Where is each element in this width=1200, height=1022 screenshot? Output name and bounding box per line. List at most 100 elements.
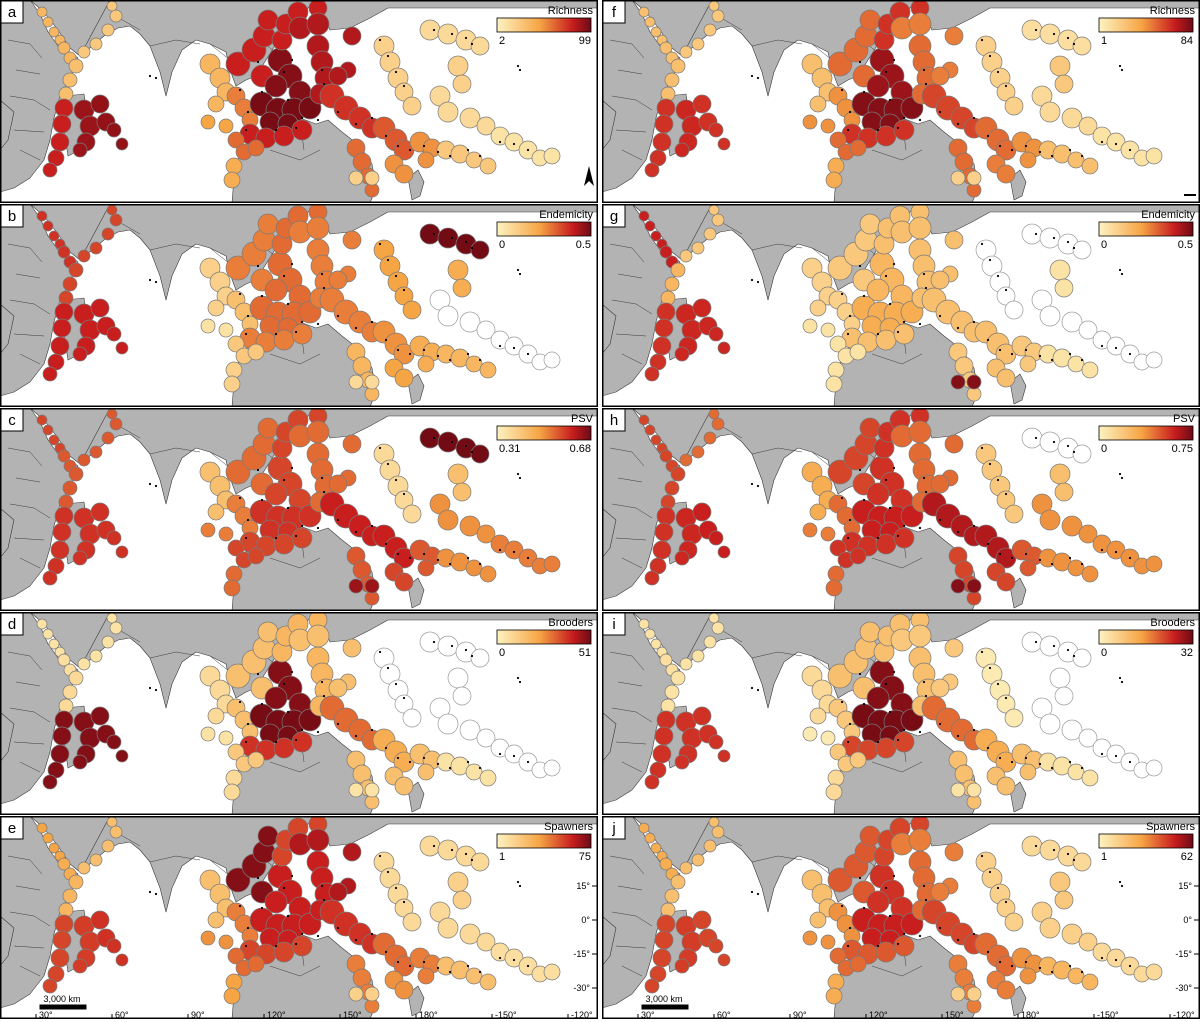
region-red-sea-n (638, 6, 668, 46)
region-east-africa-s (42, 98, 74, 178)
region-french-polynesia (1092, 330, 1163, 371)
region-line-islands (447, 55, 472, 94)
island-specks (148, 844, 530, 974)
region-samoa-tonga (1038, 344, 1099, 379)
legend-max: 0.68 (570, 443, 591, 455)
map-panel-f: f Richness 1 84 (602, 0, 1200, 203)
region-west-indian-ocean (802, 318, 836, 338)
region-samoa-tonga (436, 140, 497, 175)
region-east-africa-s (42, 302, 74, 382)
region-madagascar (72, 99, 101, 158)
scale-bar-label: 3,000 km (645, 994, 682, 1004)
legend: PSV 0.31 0.68 (496, 413, 594, 455)
legend-colorbar (1098, 221, 1194, 237)
panel-letter: h (602, 408, 626, 432)
region-french-polynesia (1092, 738, 1163, 779)
region-nw-australia (227, 335, 265, 365)
lon-tick-label: 180° (1021, 1010, 1040, 1020)
scale-bar: 3,000 km (39, 994, 87, 1010)
lon-tick-label: -120° (1173, 1010, 1195, 1020)
region-nw-australia (227, 539, 265, 569)
region-madagascar (674, 507, 703, 566)
region-vanuatu (986, 358, 1016, 388)
region-w-australia (825, 157, 845, 189)
region-marshall (975, 443, 1024, 524)
region-polynesia-c (429, 697, 496, 748)
region-solomon (974, 932, 1017, 977)
map-panel-e: e Spawners 1 75 3,000 km 30° 60° 90° 120° 150° 180… (0, 816, 598, 1020)
panel-frame (602, 816, 1200, 1019)
legend-min: 0 (499, 239, 505, 251)
region-polynesia-c (429, 493, 496, 544)
region-nw-australia (227, 947, 265, 977)
lat-tick-label: 15° (1178, 881, 1192, 891)
legend-min: 2 (499, 35, 505, 47)
region-east-africa-n (58, 466, 84, 510)
region-west-indian-ocean (200, 114, 234, 134)
region-mariana (890, 624, 964, 698)
region-french-polynesia (1092, 534, 1163, 575)
region-lord-howe (950, 374, 982, 390)
region-arabian-sea (679, 816, 725, 875)
region-lord-howe (950, 170, 982, 186)
region-solomon (974, 728, 1017, 773)
region-east-africa-s (644, 98, 676, 178)
legend-colorbar (496, 17, 592, 33)
legend-title: PSV (571, 413, 594, 425)
region-hawaii (1021, 631, 1092, 668)
region-marshall (975, 647, 1024, 728)
region-madagascar (72, 303, 101, 362)
region-samoa-tonga (1038, 752, 1099, 787)
region-mariana (288, 624, 362, 698)
legend: Richness 2 99 (496, 5, 593, 47)
region-lord-howe (348, 374, 380, 390)
region-nw-australia (829, 539, 867, 569)
region-samoa-tonga (436, 956, 497, 991)
legend-colorbar (1098, 17, 1194, 33)
scale-bar-label: 3,000 km (43, 994, 80, 1004)
region-fiji (1011, 539, 1044, 577)
region-samoa-tonga (436, 548, 497, 583)
panel-letter: e (0, 816, 24, 840)
region-east-africa-s (644, 506, 676, 586)
map-panel-c: c PSV 0.31 0.68 (0, 408, 598, 611)
map-panel-g: g Endemicity 0 0.5 (602, 204, 1200, 407)
region-taiwan-japan (271, 612, 328, 663)
panel-letter-text: h (610, 412, 618, 429)
legend-min: 0 (1101, 647, 1107, 659)
region-east-africa-n (58, 262, 84, 306)
legend-colorbar (1098, 833, 1194, 849)
lon-tick-label: -150° (1097, 1010, 1119, 1020)
region-hawaii (1021, 19, 1092, 56)
region-french-polynesia (490, 738, 561, 779)
region-arabian-sea (679, 612, 725, 671)
region-polynesia-c (1031, 289, 1098, 340)
region-vanuatu (384, 154, 414, 184)
map-panel-j: j Spawners 1 62 3,000 km 30° 60° 90° 120° 150° 180… (602, 816, 1200, 1020)
region-east-africa-n (58, 874, 84, 918)
legend: Endemicity 0 0.5 (1098, 209, 1196, 251)
region-solomon (372, 524, 415, 569)
island-specks (148, 232, 530, 362)
panel-frame (602, 612, 1200, 815)
region-vanuatu (384, 562, 414, 592)
region-taiwan-japan (271, 408, 328, 459)
north-arrow-icon (584, 166, 594, 186)
region-mascarene (90, 298, 129, 355)
legend-colorbar (496, 425, 592, 441)
scale-tick (1184, 194, 1196, 196)
region-mascarene (90, 502, 129, 559)
legend-title: Spawners (544, 821, 593, 833)
region-south-china-sea (225, 417, 279, 496)
legend-min: 0.31 (499, 443, 520, 455)
region-marshall (975, 35, 1024, 116)
lat-tick-label: 0° (1183, 915, 1192, 925)
region-samoa-tonga (1038, 548, 1099, 583)
region-philippines (866, 863, 914, 920)
legend-min: 0 (1101, 443, 1107, 455)
region-french-polynesia (1092, 126, 1163, 167)
region-lord-howe (348, 986, 380, 1002)
legend: PSV 0 0.75 (1098, 413, 1196, 455)
region-madagascar (72, 711, 101, 770)
